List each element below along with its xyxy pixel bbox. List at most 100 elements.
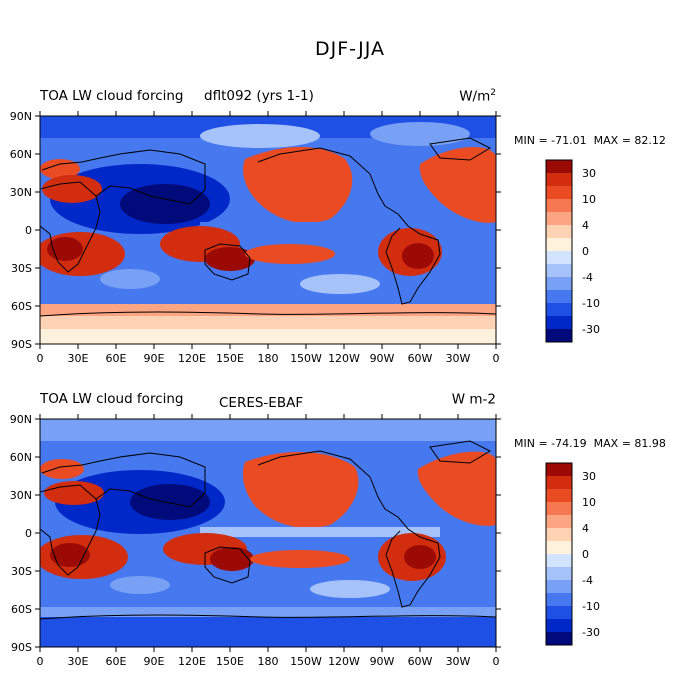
panel-units: W m-2	[452, 391, 496, 408]
arctic-light-patch	[370, 122, 470, 146]
south-indian-light	[100, 269, 160, 289]
colorbar-label: -10	[582, 600, 600, 613]
colorbar-label: 30	[582, 470, 596, 483]
coastline-greenland	[429, 137, 492, 161]
colorbar-swatch	[546, 554, 572, 568]
colorbar-swatch	[546, 160, 572, 174]
lon-tick-label: 150W	[290, 352, 322, 365]
colorbar-label: 10	[582, 496, 596, 509]
panel-center-title: CERES-EBAF	[219, 395, 304, 411]
colorbar-swatch	[546, 619, 572, 633]
lat-tick-label: 90N	[10, 413, 32, 426]
colorbar-swatch	[546, 489, 572, 503]
colorbar-label: -30	[582, 323, 600, 336]
colorbar-frame	[545, 159, 573, 343]
south-indian-light	[110, 576, 170, 594]
colorbar-label: 4	[582, 522, 589, 535]
max-label: MAX = 81.98	[593, 437, 666, 450]
coastline-eurasia	[41, 149, 206, 205]
lon-tick-label: 120W	[328, 655, 360, 668]
min-label: MIN = -74.19	[514, 437, 587, 450]
min-max-label: MIN = -74.19 MAX = 81.98	[514, 437, 666, 450]
map-figure: 90N 60N 30N 0 30S 60S 90S 0 30E 60E 90E 120E 150E 18…	[10, 413, 600, 668]
field-layer	[40, 116, 496, 344]
coastline-africa	[40, 181, 101, 273]
north-pacific-red	[243, 146, 353, 223]
lon-tick-label: 0	[493, 352, 500, 365]
lat-tick-label: 30S	[11, 565, 32, 578]
lat-tick-label: 60N	[10, 451, 32, 464]
arctic-light-patch	[200, 124, 320, 148]
lat-tick-label: 60S	[11, 603, 32, 616]
lon-tick-label: 60E	[106, 352, 127, 365]
colorbar-label: -4	[582, 271, 593, 284]
colorbar-label: -4	[582, 574, 593, 587]
max-label: MAX = 82.12	[593, 134, 666, 147]
colorbar-label: 10	[582, 193, 596, 206]
colorbar-swatch	[546, 199, 572, 213]
southern-africa-deep-red	[50, 543, 90, 567]
lat-axis: 90N 60N 30N 0 30S 60S 90S	[10, 413, 501, 654]
north-pacific-red	[242, 451, 359, 528]
lat-tick-label: 60S	[11, 300, 32, 313]
coastline-layer	[40, 137, 496, 317]
colorbar-swatch	[546, 515, 572, 529]
lon-tick-label: 150E	[216, 655, 244, 668]
colorbar-swatch	[546, 632, 572, 646]
australia-deep-red	[210, 547, 254, 571]
nh-deepest-region	[130, 484, 210, 520]
tropical-band	[200, 527, 440, 537]
lat-tick-label: 60N	[10, 148, 32, 161]
north-atlantic-red	[417, 451, 496, 526]
lon-tick-label: 0	[493, 655, 500, 668]
colorbar-swatch	[546, 212, 572, 226]
lon-tick-label: 120W	[328, 352, 360, 365]
lon-tick-label: 30E	[68, 655, 89, 668]
lon-tick-label: 0	[37, 352, 44, 365]
arctic-band	[40, 419, 496, 441]
colorbar-label: 0	[582, 548, 589, 561]
colorbar-swatch	[546, 476, 572, 490]
panel-left-title: TOA LW cloud forcing	[40, 391, 184, 407]
colorbar-frame	[545, 462, 573, 646]
field-layer	[40, 419, 496, 647]
south-pacific-light	[300, 274, 380, 294]
lat-tick-label: 90S	[11, 641, 32, 654]
nw-red-patch	[40, 159, 80, 179]
coastline-antarctica	[40, 311, 496, 317]
colorbar-label: 30	[582, 167, 596, 180]
spcz-red	[245, 244, 335, 264]
coastline-antarctica	[40, 614, 496, 620]
colorbar-swatch	[546, 316, 572, 330]
lon-tick-label: 30W	[446, 352, 471, 365]
lat-tick-label: 0	[25, 527, 32, 540]
colorbar-label: 0	[582, 245, 589, 258]
southern-ocean-band	[40, 607, 496, 617]
map-figure: 90N 60N 30N 0 30S 60S 90S 0 30E 60E 90E 120E 150E 18…	[10, 110, 600, 365]
units-base: W/m	[459, 88, 491, 105]
colorbar-label: -30	[582, 626, 600, 639]
coastline-australia	[204, 243, 251, 281]
south-america-deep-red	[402, 243, 434, 269]
lat-tick-label: 30N	[10, 489, 32, 502]
colorbar-swatch	[546, 606, 572, 620]
panel-units: W/m2	[459, 88, 496, 105]
lon-axis: 0 30E 60E 90E 120E 150E 180 150W 120W 90W 60W 30W 0	[37, 111, 500, 365]
lat-tick-label: 90N	[10, 110, 32, 123]
lon-tick-label: 90W	[370, 655, 395, 668]
lon-axis: 0 30E 60E 90E 120E 150E 180 150W 120W 90W 60W 30W 0	[37, 414, 500, 668]
lon-tick-label: 180	[258, 655, 279, 668]
southern-africa-deep-red	[47, 237, 83, 261]
colorbar-swatch	[546, 186, 572, 200]
lat-tick-label: 0	[25, 224, 32, 237]
colorbar-swatch	[546, 277, 572, 291]
colorbar-swatch	[546, 238, 572, 252]
coastline-greenland	[429, 440, 492, 464]
colorbar-swatch	[546, 303, 572, 317]
lon-tick-label: 90E	[144, 655, 165, 668]
panel-center-title: dflt092 (yrs 1-1)	[204, 88, 314, 104]
colorbar-swatch	[546, 225, 572, 239]
coastline-americas	[257, 450, 441, 608]
coastline-africa	[40, 484, 101, 576]
map-panel-model: TOA LW cloud forcing dflt092 (yrs 1-1) W…	[0, 84, 700, 394]
